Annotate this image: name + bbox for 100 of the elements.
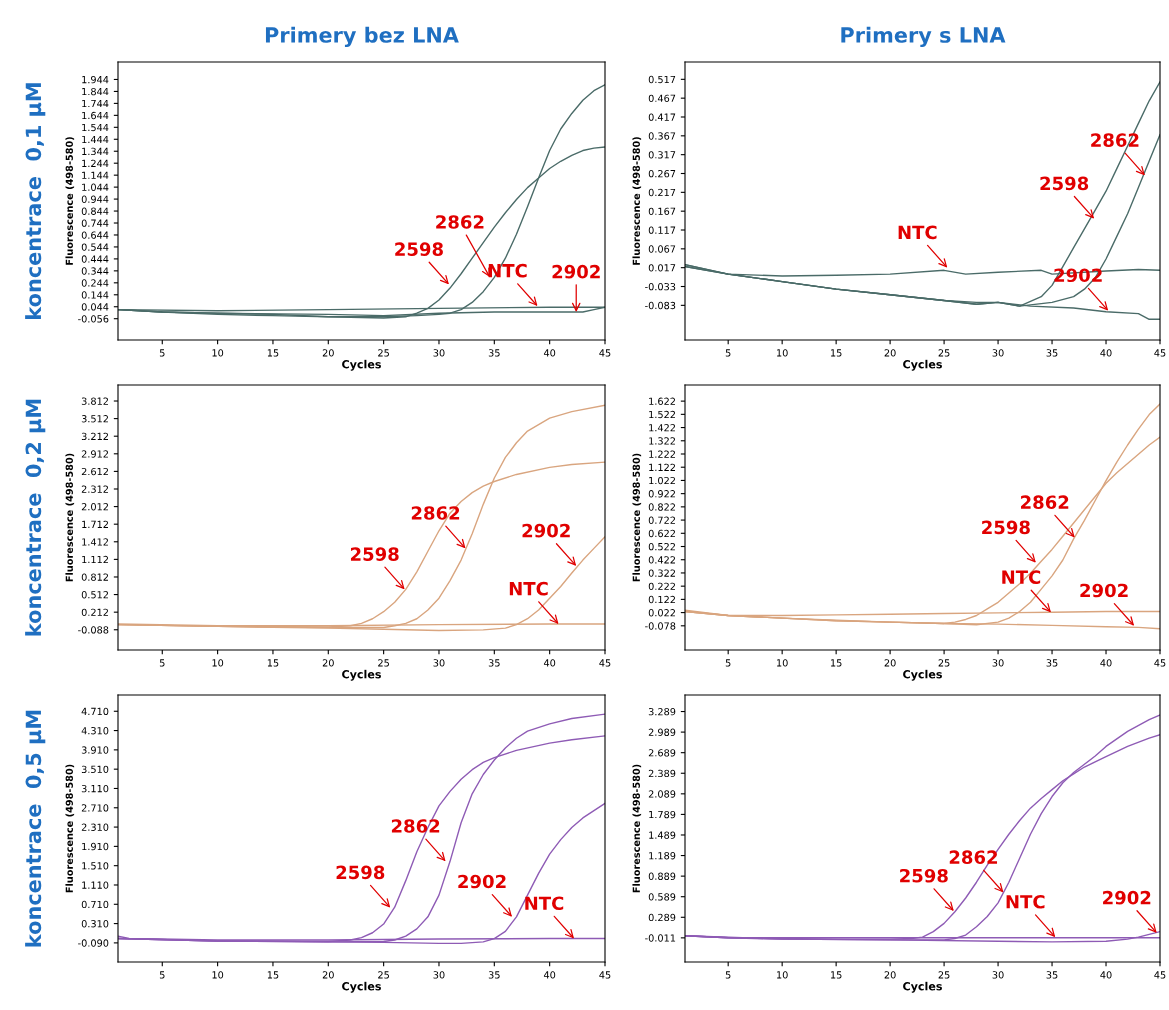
x-tick-label: 30 [433, 349, 445, 357]
y-tick-label: 0.889 [648, 872, 676, 880]
x-tick-label: 10 [777, 349, 788, 357]
y-tick-label: 1.110 [82, 881, 109, 889]
x-tick-label: 30 [433, 659, 445, 667]
y-tick-label: 0.589 [648, 893, 676, 901]
y-tick-label: 3.512 [81, 415, 108, 423]
annotation: 2902 [522, 523, 570, 538]
y-tick-label: 0.144 [81, 291, 109, 299]
x-tick-label: 10 [777, 659, 788, 667]
x-tick-label: 5 [159, 971, 165, 979]
x-tick-label: 15 [267, 659, 279, 667]
x-tick-label: 25 [938, 349, 950, 357]
x-tick-label: 5 [159, 349, 165, 357]
x-tick-label: 20 [884, 659, 896, 667]
x-tick-label: 45 [599, 971, 611, 979]
y-tick-label: 0.017 [648, 264, 676, 272]
annotation: 2902 [552, 264, 600, 279]
x-tick-label: 25 [378, 971, 389, 979]
y-tick-label: 0.367 [648, 132, 676, 140]
y-tick-label: 0.267 [648, 169, 676, 178]
x-tick-label: 5 [725, 971, 731, 979]
y-tick-label: 1.422 [649, 424, 675, 432]
y-tick-label: 4.310 [81, 727, 109, 735]
x-tick-label: 35 [488, 971, 500, 979]
y-tick-label: 0.022 [648, 609, 675, 617]
annotation: NTC [1002, 570, 1041, 584]
text: koncentrace 0,2 µM [25, 399, 46, 636]
x-tick-label: 15 [267, 971, 279, 979]
x-axis-title: Cycles [342, 981, 381, 993]
y-tick-label: 1.910 [82, 842, 109, 851]
annotation: 2902 [458, 874, 506, 889]
x-tick-label: 40 [1100, 971, 1112, 979]
x-axis-title: Cycles [342, 359, 381, 371]
x-tick-label: 10 [212, 659, 224, 667]
y-tick-label: 0.944 [81, 195, 109, 203]
y-tick-label: 0.117 [648, 226, 676, 234]
y-tick-label: 3.510 [81, 765, 109, 773]
y-tick-label: 1.944 [82, 75, 109, 84]
x-tick-label: 15 [831, 349, 842, 357]
x-tick-label: 10 [212, 971, 224, 979]
x-tick-label: 20 [884, 349, 896, 357]
x-tick-label: 40 [543, 659, 556, 667]
y-tick-label: 2.389 [648, 769, 676, 778]
annotation: 2862 [436, 215, 484, 229]
y-tick-label: 0.122 [648, 595, 675, 604]
annotation: 2598 [1040, 176, 1089, 191]
x-tick-label: 15 [831, 971, 842, 979]
y-tick-label: 0.922 [648, 490, 675, 498]
text: koncentrace 0,1 µM [25, 83, 46, 319]
y-tick-label: 1.510 [82, 862, 109, 870]
y-tick-label: 2.089 [648, 790, 676, 798]
annotation: NTC [1006, 894, 1045, 909]
y-axis-title: Fluorescence (498-580) [632, 764, 642, 893]
y-tick-label: 0.417 [648, 113, 676, 121]
text: koncentrace 0,5 µM [25, 710, 46, 947]
y-tick-label: 2.310 [81, 823, 109, 831]
x-tick-label: 10 [777, 971, 788, 979]
y-tick-label: 1.344 [82, 147, 109, 156]
y-tick-label: 2.312 [81, 485, 108, 493]
y-tick-label: 1.544 [82, 123, 109, 132]
annotation: 2598 [350, 547, 399, 561]
x-tick-label: 40 [543, 349, 556, 357]
x-tick-label: 35 [488, 659, 500, 667]
y-tick-label: 1.189 [649, 852, 676, 860]
y-tick-label: 2.989 [648, 728, 676, 736]
y-tick-label: 0.722 [648, 516, 675, 524]
x-tick-label: 20 [322, 349, 334, 357]
chart-title: Primery bez LNA [265, 26, 459, 48]
y-tick-label: 0.644 [81, 231, 109, 239]
annotation: 2598 [395, 242, 443, 256]
y-tick-label: 4.710 [81, 707, 109, 716]
x-tick-label: 40 [1100, 349, 1112, 357]
y-tick-label: 2.612 [81, 467, 108, 476]
y-tick-label: 0.344 [81, 267, 109, 275]
y-tick-label: 0.812 [81, 573, 108, 581]
y-tick-label: 1.412 [82, 538, 108, 546]
x-tick-label: 35 [1046, 349, 1058, 357]
y-tick-label: 0.222 [648, 582, 675, 590]
y-tick-label: 0.310 [81, 920, 109, 928]
y-tick-label: 0.710 [81, 900, 109, 909]
x-tick-label: 25 [938, 971, 950, 979]
y-tick-label: 3.812 [81, 397, 108, 405]
y-axis-title: Fluorescence (498-580) [632, 453, 642, 582]
y-tick-label: 1.244 [82, 159, 109, 167]
y-tick-label: 0.244 [81, 279, 109, 287]
y-axis-title: Fluorescence (498-580) [65, 764, 75, 893]
y-tick-label: 1.144 [82, 171, 109, 179]
y-tick-label: 1.844 [82, 87, 109, 96]
y-tick-label: -0.090 [78, 939, 109, 947]
x-tick-label: 5 [159, 659, 165, 667]
x-tick-label: 30 [433, 971, 445, 979]
y-tick-label: 1.322 [649, 437, 675, 445]
x-tick-label: 15 [831, 659, 842, 667]
x-tick-label: 40 [543, 971, 556, 979]
y-tick-label: 0.317 [648, 151, 676, 159]
annotation: NTC [509, 581, 548, 596]
y-tick-label: 0.422 [648, 556, 675, 564]
y-tick-label: 0.844 [81, 207, 109, 215]
y-tick-label: 1.044 [82, 183, 109, 191]
